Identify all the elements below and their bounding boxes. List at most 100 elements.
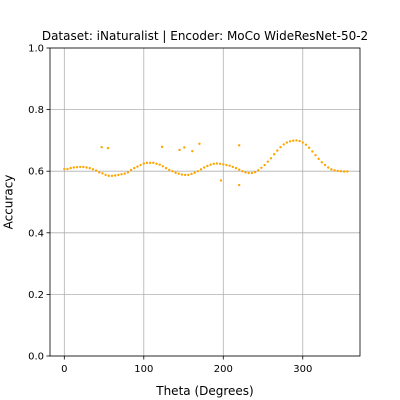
data-point <box>219 179 223 182</box>
data-point <box>110 174 114 178</box>
data-point <box>168 168 171 172</box>
data-point <box>282 143 285 146</box>
data-point <box>253 170 257 174</box>
y-axis-label: Accuracy <box>2 175 16 230</box>
data-point <box>222 163 225 166</box>
data-point <box>85 166 88 169</box>
data-point <box>244 171 247 174</box>
data-point <box>285 141 289 144</box>
data-point <box>333 169 336 172</box>
data-point <box>69 166 72 170</box>
data-point <box>203 166 206 169</box>
data-point <box>98 171 101 174</box>
data-point <box>66 167 69 171</box>
data-point <box>126 171 130 174</box>
data-point <box>180 173 184 176</box>
data-point <box>276 149 279 152</box>
data-point <box>215 162 219 165</box>
data-point <box>346 170 349 173</box>
data-point <box>145 161 149 165</box>
data-point <box>342 170 346 173</box>
data-point <box>183 146 186 149</box>
data-point <box>88 166 91 170</box>
data-point <box>75 165 79 169</box>
data-point <box>339 170 343 173</box>
data-point <box>241 170 244 173</box>
data-point <box>225 163 228 167</box>
data-point <box>198 142 201 145</box>
data-point <box>196 170 200 173</box>
data-point <box>171 170 174 173</box>
data-point <box>250 171 254 175</box>
data-point <box>218 162 222 166</box>
data-point <box>237 183 241 187</box>
data-point <box>106 146 110 150</box>
data-point <box>288 140 292 143</box>
data-point <box>113 174 117 177</box>
data-point <box>190 172 193 176</box>
x-axis-label: Theta (Degrees) <box>155 384 253 398</box>
data-point <box>257 169 260 172</box>
data-point <box>191 149 194 153</box>
data-point <box>263 163 266 167</box>
data-point <box>307 146 311 149</box>
data-point <box>123 172 126 175</box>
data-point <box>177 172 180 175</box>
data-points <box>63 139 349 187</box>
data-point <box>327 166 330 169</box>
data-point <box>292 139 295 142</box>
data-point <box>72 166 76 169</box>
data-point <box>279 145 282 149</box>
data-point <box>234 166 238 170</box>
y-tick-label: 0.0 <box>28 352 44 363</box>
data-point <box>133 166 136 170</box>
data-point <box>101 172 104 175</box>
data-point <box>206 164 209 168</box>
data-point <box>269 157 273 160</box>
data-point <box>117 173 120 177</box>
data-point <box>314 153 317 157</box>
data-point <box>158 163 161 166</box>
data-point <box>164 166 168 170</box>
data-point <box>100 145 103 149</box>
data-point <box>94 169 98 172</box>
data-point <box>209 163 212 166</box>
data-point <box>212 162 215 166</box>
data-point <box>330 168 333 171</box>
data-point <box>155 162 158 166</box>
data-point <box>272 153 276 156</box>
data-point <box>139 163 142 167</box>
y-tick-label: 0.8 <box>28 105 44 116</box>
data-point <box>320 161 324 164</box>
data-point <box>161 165 165 168</box>
data-point <box>311 150 314 153</box>
data-point <box>183 173 187 177</box>
data-point <box>193 171 196 174</box>
data-point <box>237 144 241 147</box>
data-point <box>148 161 152 165</box>
data-point <box>323 163 327 167</box>
data-point <box>107 174 111 178</box>
x-tick-label: 200 <box>214 364 233 375</box>
data-point <box>160 145 164 149</box>
chart-title: Dataset: iNaturalist | Encoder: MoCo Wid… <box>42 29 368 43</box>
data-point <box>82 165 85 169</box>
data-point <box>237 168 241 171</box>
x-tick-label: 300 <box>293 364 312 375</box>
data-point <box>91 168 95 171</box>
data-point <box>129 168 133 172</box>
data-point <box>260 166 263 170</box>
y-tick-label: 0.2 <box>28 290 44 301</box>
data-point <box>247 171 250 175</box>
x-tick-label: 100 <box>134 364 153 375</box>
data-point <box>136 165 139 168</box>
y-tick-label: 0.4 <box>28 228 44 239</box>
data-point <box>295 139 298 142</box>
y-tick-label: 1.0 <box>28 44 44 55</box>
data-point <box>228 164 231 167</box>
data-point <box>301 141 304 144</box>
data-point <box>266 160 269 163</box>
data-point <box>298 139 301 143</box>
y-tick-label: 0.6 <box>28 167 44 178</box>
